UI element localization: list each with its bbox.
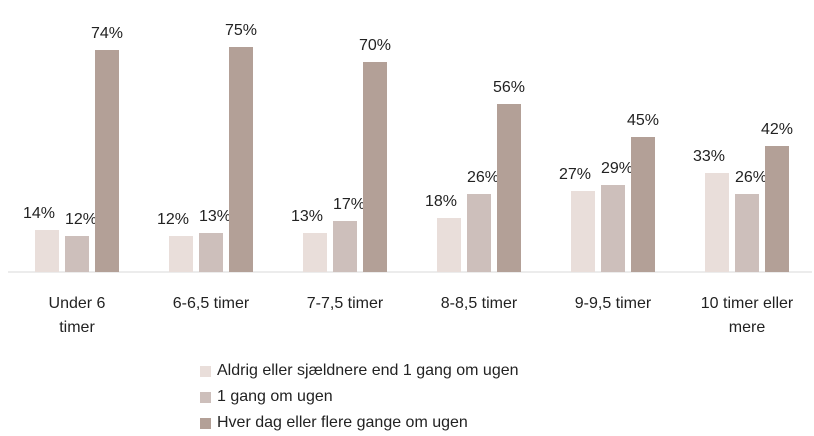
data-label: 18%: [425, 193, 457, 210]
bar: [467, 194, 491, 272]
bar: [169, 236, 193, 272]
bar: [65, 236, 89, 272]
legend: Aldrig eller sjældnere end 1 gang om uge…: [200, 358, 519, 436]
x-tick-label: 9-9,5 timer: [574, 295, 652, 312]
data-label: 17%: [333, 196, 365, 213]
x-tick-label: 10 timer eller mere: [700, 295, 794, 336]
data-label: 26%: [735, 169, 767, 186]
data-label: 42%: [761, 121, 793, 138]
legend-item: 1 gang om ugen: [200, 384, 519, 410]
data-label: 13%: [291, 208, 323, 225]
bar: [363, 62, 387, 272]
data-label: 74%: [91, 25, 123, 42]
bar: [497, 104, 521, 272]
bar: [631, 137, 655, 272]
data-label: 12%: [157, 211, 189, 228]
legend-item: Hver dag eller flere gange om ugen: [200, 410, 519, 436]
bar: [303, 233, 327, 272]
bar: [735, 194, 759, 272]
legend-item: Aldrig eller sjældnere end 1 gang om uge…: [200, 358, 519, 384]
data-label: 70%: [359, 37, 391, 54]
x-tick-label: 7-7,5 timer: [306, 295, 384, 312]
legend-label: Hver dag eller flere gange om ugen: [217, 414, 468, 431]
data-label: 27%: [559, 166, 591, 183]
bar: [229, 47, 253, 272]
data-label: 13%: [199, 208, 231, 225]
bar: [437, 218, 461, 272]
legend-label: 1 gang om ugen: [217, 388, 333, 405]
data-label: 12%: [65, 211, 97, 228]
x-tick-label: 8-8,5 timer: [440, 295, 518, 312]
data-label: 26%: [467, 169, 499, 186]
bar: [705, 173, 729, 272]
data-label: 29%: [601, 160, 633, 177]
bar: [571, 191, 595, 272]
legend-swatch: [200, 417, 211, 429]
data-label: 14%: [23, 205, 55, 222]
bar: [199, 233, 223, 272]
data-label: 75%: [225, 22, 257, 39]
x-tick-label: 6-6,5 timer: [172, 295, 250, 312]
data-label: 33%: [693, 148, 725, 165]
legend-swatch: [200, 391, 211, 403]
bar: [601, 185, 625, 272]
bar: [95, 50, 119, 272]
data-label: 45%: [627, 112, 659, 129]
bar: [35, 230, 59, 272]
x-tick-label: Under 6 timer: [48, 295, 106, 336]
data-label: 56%: [493, 79, 525, 96]
legend-swatch: [200, 365, 211, 377]
legend-label: Aldrig eller sjældnere end 1 gang om uge…: [217, 362, 519, 379]
bar: [333, 221, 357, 272]
bar: [765, 146, 789, 272]
